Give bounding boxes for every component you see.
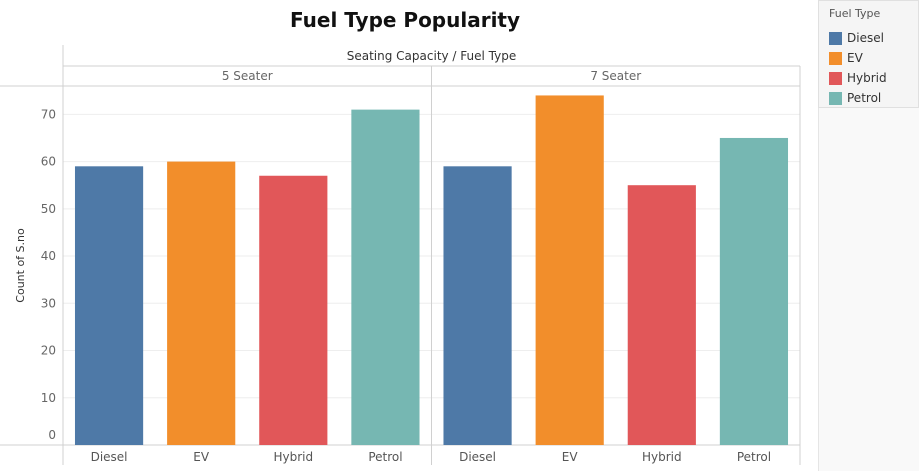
legend-swatch (829, 51, 842, 65)
y-tick-label: 40 (41, 249, 56, 263)
chart-title: Fuel Type Popularity (289, 8, 521, 32)
x-tick-label: EV (193, 450, 210, 464)
bar-7-seater-diesel (443, 166, 512, 446)
legend-label: Petrol (847, 91, 882, 105)
bar-7-seater-hybrid (627, 185, 696, 445)
bar-chart: Seating Capacity / Fuel Type 0 10 20 30 40 50 6… (0, 45, 801, 465)
y-tick-label: 20 (41, 344, 56, 358)
y-tick-label: 60 (41, 155, 56, 169)
bar-5-seater-hybrid (259, 175, 328, 445)
bar-5-seater-ev (167, 161, 236, 445)
y-axis-label: Count of S.no (14, 228, 27, 303)
legend: Fuel Type Diesel EV Hybrid Petrol (818, 0, 919, 108)
legend-swatch (829, 91, 842, 105)
panel-label: 5 Seater (222, 69, 273, 83)
legend-item-hybrid[interactable]: Hybrid (829, 71, 887, 85)
x-tick-label: Petrol (368, 450, 402, 464)
panel-label: 7 Seater (590, 69, 641, 83)
bar-7-seater-petrol (719, 137, 789, 446)
legend-item-petrol[interactable]: Petrol (829, 91, 881, 105)
legend-label: Hybrid (847, 71, 887, 85)
x-tick-label: Diesel (459, 450, 496, 464)
column-header: Seating Capacity / Fuel Type (347, 49, 517, 63)
y-tick-label: 70 (41, 107, 56, 121)
x-tick-label: EV (562, 450, 579, 464)
bar-5-seater-petrol (351, 109, 420, 446)
y-tick-label: 0 (48, 428, 56, 442)
bar-7-seater-ev (535, 95, 604, 446)
x-tick-label: Hybrid (273, 450, 313, 464)
x-tick-label: Petrol (737, 450, 771, 464)
legend-swatch (829, 31, 842, 45)
bar-5-seater-diesel (74, 166, 144, 446)
legend-item-diesel[interactable]: Diesel (829, 31, 884, 45)
y-tick-label: 30 (41, 296, 56, 310)
y-tick-label: 10 (41, 391, 56, 405)
legend-panel-background (818, 108, 919, 471)
legend-label: EV (847, 51, 863, 65)
legend-title: Fuel Type (829, 7, 881, 20)
legend-item-ev[interactable]: EV (829, 51, 863, 65)
x-tick-label: Diesel (91, 450, 128, 464)
y-tick-label: 50 (41, 202, 56, 216)
x-tick-label: Hybrid (642, 450, 682, 464)
legend-label: Diesel (847, 31, 884, 45)
legend-swatch (829, 71, 842, 85)
